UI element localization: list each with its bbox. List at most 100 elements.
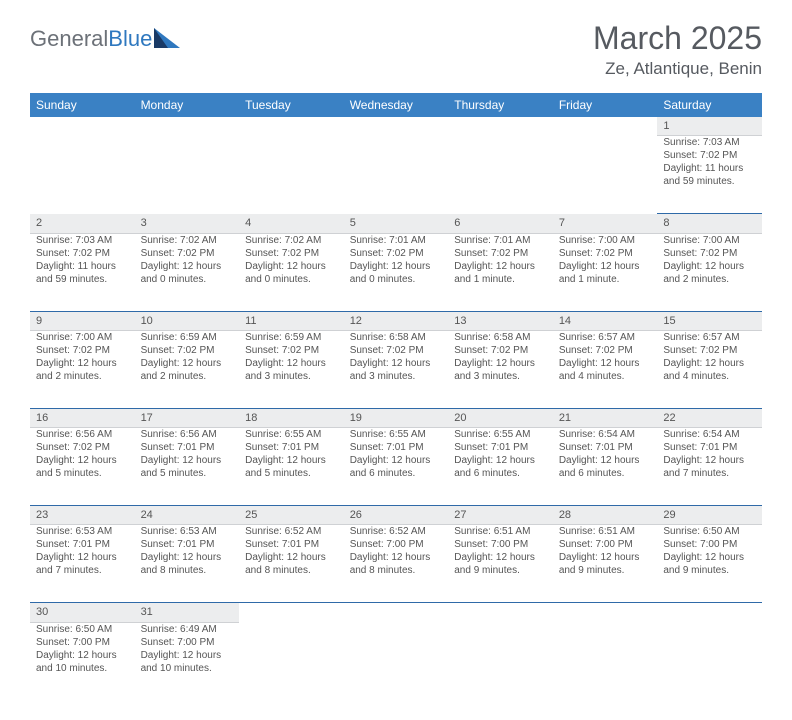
day-cell: Sunrise: 7:03 AMSunset: 7:02 PMDaylight:…: [30, 233, 135, 311]
day2-text: and 2 minutes.: [141, 370, 234, 383]
day-cell: Sunrise: 6:58 AMSunset: 7:02 PMDaylight:…: [448, 330, 553, 408]
sunset-text: Sunset: 7:02 PM: [350, 247, 443, 260]
day1-text: Daylight: 12 hours: [36, 551, 129, 564]
logo-text-general: General: [30, 26, 108, 52]
day-number-row: 2345678: [30, 214, 762, 233]
day-number: 23: [30, 506, 135, 525]
header-row: GeneralBlue March 2025 Ze, Atlantique, B…: [30, 20, 762, 79]
day1-text: Daylight: 12 hours: [663, 551, 756, 564]
day-cell: Sunrise: 6:55 AMSunset: 7:01 PMDaylight:…: [239, 428, 344, 506]
day2-text: and 5 minutes.: [245, 467, 338, 480]
day1-text: Daylight: 12 hours: [454, 357, 547, 370]
sunrise-text: Sunrise: 6:55 AM: [454, 428, 547, 441]
sunset-text: Sunset: 7:01 PM: [36, 538, 129, 551]
sunrise-text: Sunrise: 6:58 AM: [350, 331, 443, 344]
day2-text: and 8 minutes.: [245, 564, 338, 577]
day-cell: [344, 622, 449, 700]
sunrise-text: Sunrise: 7:02 AM: [245, 234, 338, 247]
day-cell: [448, 136, 553, 214]
day-number: [239, 603, 344, 622]
day-number: 19: [344, 408, 449, 427]
day-cell: Sunrise: 6:58 AMSunset: 7:02 PMDaylight:…: [344, 330, 449, 408]
sunset-text: Sunset: 7:01 PM: [141, 538, 234, 551]
day-cell: Sunrise: 6:57 AMSunset: 7:02 PMDaylight:…: [657, 330, 762, 408]
sunset-text: Sunset: 7:00 PM: [663, 538, 756, 551]
day-number: 9: [30, 311, 135, 330]
day2-text: and 5 minutes.: [141, 467, 234, 480]
sunset-text: Sunset: 7:00 PM: [36, 636, 129, 649]
day-header-row: Sunday Monday Tuesday Wednesday Thursday…: [30, 93, 762, 117]
sunset-text: Sunset: 7:02 PM: [36, 247, 129, 260]
day-number: 24: [135, 506, 240, 525]
day2-text: and 9 minutes.: [454, 564, 547, 577]
sunset-text: Sunset: 7:00 PM: [559, 538, 652, 551]
day-content-row: Sunrise: 6:56 AMSunset: 7:02 PMDaylight:…: [30, 428, 762, 506]
day1-text: Daylight: 12 hours: [559, 357, 652, 370]
day-number: 22: [657, 408, 762, 427]
sunset-text: Sunset: 7:01 PM: [559, 441, 652, 454]
day-number: 29: [657, 506, 762, 525]
day-header: Tuesday: [239, 93, 344, 117]
day1-text: Daylight: 12 hours: [141, 357, 234, 370]
day-cell: Sunrise: 6:56 AMSunset: 7:01 PMDaylight:…: [135, 428, 240, 506]
day-header: Friday: [553, 93, 658, 117]
day-cell: Sunrise: 7:02 AMSunset: 7:02 PMDaylight:…: [135, 233, 240, 311]
day1-text: Daylight: 12 hours: [454, 260, 547, 273]
day-cell: [239, 136, 344, 214]
day-number: 13: [448, 311, 553, 330]
sunset-text: Sunset: 7:00 PM: [454, 538, 547, 551]
sunrise-text: Sunrise: 6:54 AM: [559, 428, 652, 441]
day1-text: Daylight: 12 hours: [454, 551, 547, 564]
day-number: 6: [448, 214, 553, 233]
sunset-text: Sunset: 7:02 PM: [36, 344, 129, 357]
day2-text: and 7 minutes.: [36, 564, 129, 577]
sunrise-text: Sunrise: 6:54 AM: [663, 428, 756, 441]
day2-text: and 3 minutes.: [454, 370, 547, 383]
day1-text: Daylight: 12 hours: [350, 260, 443, 273]
sunrise-text: Sunrise: 7:02 AM: [141, 234, 234, 247]
day1-text: Daylight: 12 hours: [663, 260, 756, 273]
sunrise-text: Sunrise: 6:51 AM: [454, 525, 547, 538]
sunset-text: Sunset: 7:02 PM: [559, 247, 652, 260]
day-cell: Sunrise: 6:49 AMSunset: 7:00 PMDaylight:…: [135, 622, 240, 700]
day-number: [448, 603, 553, 622]
day-cell: Sunrise: 6:59 AMSunset: 7:02 PMDaylight:…: [239, 330, 344, 408]
day1-text: Daylight: 12 hours: [141, 260, 234, 273]
day2-text: and 2 minutes.: [663, 273, 756, 286]
day-content-row: Sunrise: 7:03 AMSunset: 7:02 PMDaylight:…: [30, 233, 762, 311]
sunset-text: Sunset: 7:02 PM: [141, 247, 234, 260]
day2-text: and 59 minutes.: [663, 175, 756, 188]
day-content-row: Sunrise: 7:03 AMSunset: 7:02 PMDaylight:…: [30, 136, 762, 214]
sunrise-text: Sunrise: 6:59 AM: [245, 331, 338, 344]
day-cell: [344, 136, 449, 214]
day2-text: and 0 minutes.: [245, 273, 338, 286]
day1-text: Daylight: 12 hours: [245, 454, 338, 467]
day-cell: Sunrise: 7:02 AMSunset: 7:02 PMDaylight:…: [239, 233, 344, 311]
day-cell: [30, 136, 135, 214]
day-number: 5: [344, 214, 449, 233]
sunrise-text: Sunrise: 7:03 AM: [663, 136, 756, 149]
day-cell: Sunrise: 6:54 AMSunset: 7:01 PMDaylight:…: [657, 428, 762, 506]
day2-text: and 7 minutes.: [663, 467, 756, 480]
day-number: 1: [657, 117, 762, 136]
day-number: [344, 117, 449, 136]
day-number: [553, 117, 658, 136]
day-number: 12: [344, 311, 449, 330]
day-header: Thursday: [448, 93, 553, 117]
day-number: 20: [448, 408, 553, 427]
day-content-row: Sunrise: 6:50 AMSunset: 7:00 PMDaylight:…: [30, 622, 762, 700]
day-number: 8: [657, 214, 762, 233]
sunrise-text: Sunrise: 6:50 AM: [36, 623, 129, 636]
day-number: 25: [239, 506, 344, 525]
logo: GeneralBlue: [30, 26, 182, 52]
sunset-text: Sunset: 7:01 PM: [245, 538, 338, 551]
day2-text: and 10 minutes.: [141, 662, 234, 675]
sunrise-text: Sunrise: 6:57 AM: [559, 331, 652, 344]
day2-text: and 9 minutes.: [663, 564, 756, 577]
day-content-row: Sunrise: 6:53 AMSunset: 7:01 PMDaylight:…: [30, 525, 762, 603]
day-number: 18: [239, 408, 344, 427]
day-content-row: Sunrise: 7:00 AMSunset: 7:02 PMDaylight:…: [30, 330, 762, 408]
day-cell: [448, 622, 553, 700]
day-number-row: 1: [30, 117, 762, 136]
day-cell: Sunrise: 6:55 AMSunset: 7:01 PMDaylight:…: [448, 428, 553, 506]
